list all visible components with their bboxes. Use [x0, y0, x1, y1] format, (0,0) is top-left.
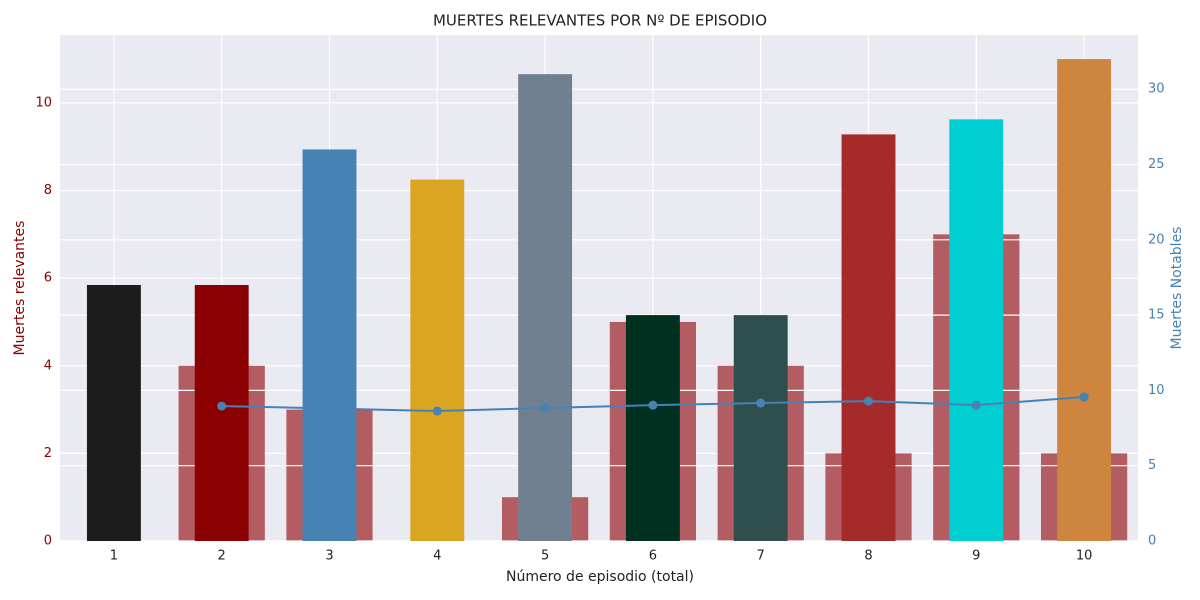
x-tick-label: 10	[1076, 549, 1093, 564]
yticks-label: 6	[44, 271, 52, 286]
bar	[410, 179, 465, 542]
x-tick-label: 5	[541, 549, 549, 564]
yticks-label: 0	[44, 534, 52, 549]
bar	[841, 134, 896, 541]
y2ticks-label: 15	[1148, 308, 1165, 323]
x-tick-label: 1	[110, 549, 118, 564]
bar	[302, 149, 357, 541]
x-tick-label: 2	[218, 549, 226, 564]
yticks-label: 4	[44, 358, 52, 373]
bar	[625, 315, 680, 541]
y2ticks-label: 25	[1148, 157, 1165, 172]
y-axis-label: Muertes relevantes	[12, 221, 28, 356]
line-marker	[432, 406, 442, 416]
line-marker	[756, 398, 766, 408]
yticks-label: 8	[44, 183, 52, 198]
line-marker	[971, 400, 981, 410]
chart-title: MUERTES RELEVANTES POR Nº DE EPISODIO	[433, 12, 767, 30]
x-axis-label: Número de episodio (total)	[506, 569, 694, 585]
line-marker	[540, 403, 550, 413]
bar	[86, 284, 141, 541]
line-marker	[648, 400, 658, 410]
x-tick-label: 6	[649, 549, 657, 564]
y2ticks-label: 30	[1148, 82, 1165, 97]
bar	[1057, 59, 1112, 541]
x-tick-label: 8	[864, 549, 872, 564]
y2ticks-label: 0	[1148, 534, 1156, 549]
y2ticks-label: 10	[1148, 383, 1165, 398]
bar	[733, 315, 788, 541]
yticks-label: 2	[44, 446, 52, 461]
x-tick-label: 9	[972, 549, 980, 564]
line-marker	[1079, 392, 1089, 402]
y2ticks-label: 5	[1148, 458, 1156, 473]
yticks-label: 10	[35, 95, 52, 110]
bar	[194, 284, 249, 541]
bar	[518, 74, 573, 542]
x-tick-label: 7	[757, 549, 765, 564]
x-tick-label: 4	[433, 549, 441, 564]
line-marker	[325, 403, 334, 413]
line-marker	[864, 396, 873, 406]
bar	[949, 119, 1004, 541]
y2ticks-label: 20	[1148, 232, 1165, 247]
x-tick-label: 3	[325, 549, 333, 564]
line-marker	[217, 401, 227, 411]
y2-axis-label: Muertes Notables	[1169, 227, 1185, 350]
